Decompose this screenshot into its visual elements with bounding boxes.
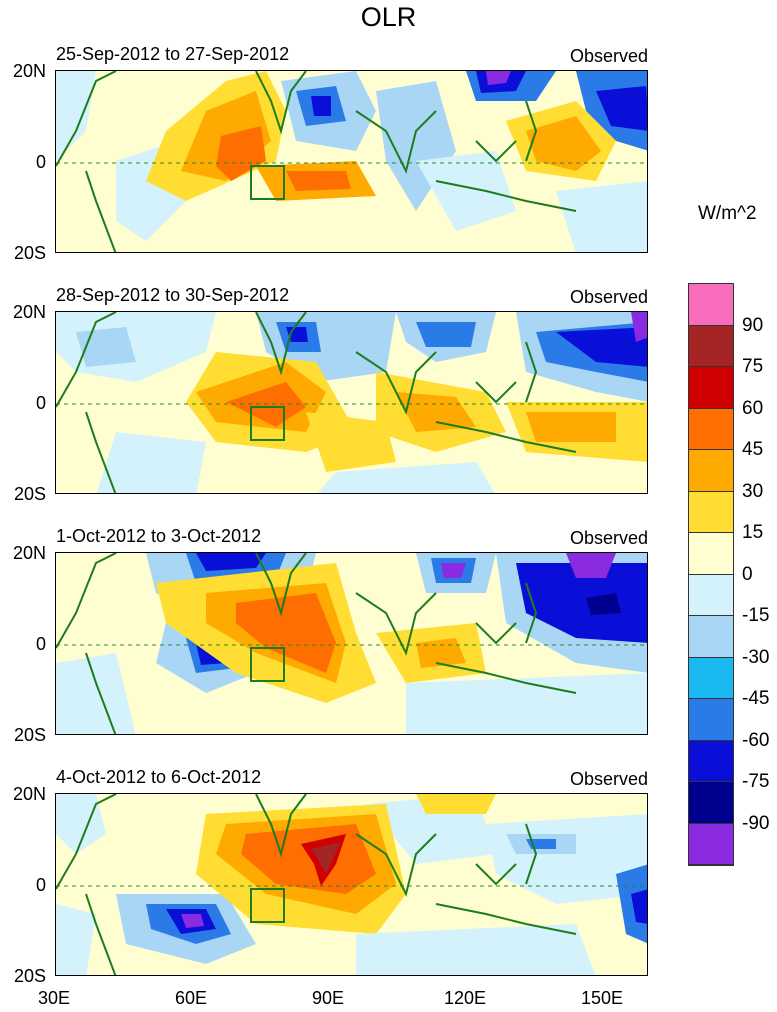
colorbar-swatch: [689, 616, 733, 658]
colorbar: [688, 283, 734, 866]
colorbar-tick-label: -45: [742, 688, 770, 709]
panel-3-tag: Observed: [569, 528, 648, 548]
colorbar-swatch: [689, 408, 733, 450]
panel-3-lat-0: 0: [35, 634, 46, 654]
olr-field-panel-3: [56, 553, 647, 734]
colorbar-tick-label: 90: [742, 314, 764, 336]
colorbar-swatch: [689, 325, 733, 367]
map-panel-3: [55, 552, 648, 735]
colorbar-tick-label: -15: [742, 605, 770, 626]
panel-2-lat-0: 0: [35, 393, 46, 413]
map-panel-1: [55, 70, 648, 253]
panel-1-lat-0: 0: [35, 152, 46, 172]
colorbar-swatch: [689, 823, 733, 865]
colorbar-swatch: [689, 657, 733, 699]
colorbar-swatch: [689, 740, 733, 782]
lon-label-150e: 150E: [580, 988, 624, 1008]
colorbar-tick-label: -75: [742, 771, 770, 792]
panel-4-lat-20n: 20N: [12, 784, 46, 804]
panel-4-lat-20s: 20S: [13, 966, 46, 986]
panel-2-lat-20s: 20S: [13, 484, 46, 504]
panel-2-lat-20n: 20N: [12, 302, 46, 322]
olr-field-panel-4: [56, 794, 647, 975]
panel-4-lat-0: 0: [35, 875, 46, 895]
lon-label-60e: 60E: [174, 988, 208, 1008]
panel-1-lat-20n: 20N: [12, 61, 46, 81]
colorbar-tick-label: 0: [742, 563, 753, 585]
olr-field-panel-2: [56, 312, 647, 493]
colorbar-tick-label: -30: [742, 646, 770, 668]
panel-1-tag: Observed: [569, 46, 648, 66]
map-panel-4: [55, 793, 648, 976]
lon-label-120e: 120E: [443, 988, 487, 1008]
colorbar-unit: W/m^2: [698, 203, 757, 224]
lon-label-90e: 90E: [311, 988, 345, 1008]
colorbar-swatch: [689, 367, 733, 409]
colorbar-tick-label: -60: [742, 729, 770, 751]
panel-4-tag: Observed: [569, 769, 648, 789]
figure-title: OLR: [360, 2, 417, 32]
panel-1-lat-20s: 20S: [13, 243, 46, 263]
panel-4-date-range: 4-Oct-2012 to 6-Oct-2012: [56, 767, 262, 787]
panel-2-tag: Observed: [569, 287, 648, 307]
colorbar-tick-label: -90: [742, 812, 770, 834]
panel-3-lat-20n: 20N: [12, 543, 46, 563]
panel-2-date-range: 28-Sep-2012 to 30-Sep-2012: [56, 285, 290, 305]
colorbar-swatch: [689, 533, 733, 575]
olr-field-panel-1: [56, 71, 647, 252]
colorbar-swatch: [689, 782, 733, 824]
colorbar-tick-label: 60: [742, 397, 764, 419]
colorbar-swatch: [689, 699, 733, 741]
map-panel-2: [55, 311, 648, 494]
colorbar-swatch: [689, 491, 733, 533]
colorbar-tick-label: 75: [742, 356, 764, 377]
panel-3-date-range: 1-Oct-2012 to 3-Oct-2012: [56, 526, 262, 546]
colorbar-swatch: [689, 450, 733, 492]
colorbar-tick-label: 15: [742, 522, 764, 543]
panel-1-date-range: 25-Sep-2012 to 27-Sep-2012: [56, 44, 290, 64]
colorbar-tick-label: 45: [742, 439, 764, 460]
colorbar-tick-label: 30: [742, 480, 764, 502]
colorbar-swatch: [689, 574, 733, 616]
panel-3-lat-20s: 20S: [13, 725, 46, 745]
lon-label-30e: 30E: [37, 988, 71, 1008]
colorbar-swatch: [689, 284, 733, 326]
